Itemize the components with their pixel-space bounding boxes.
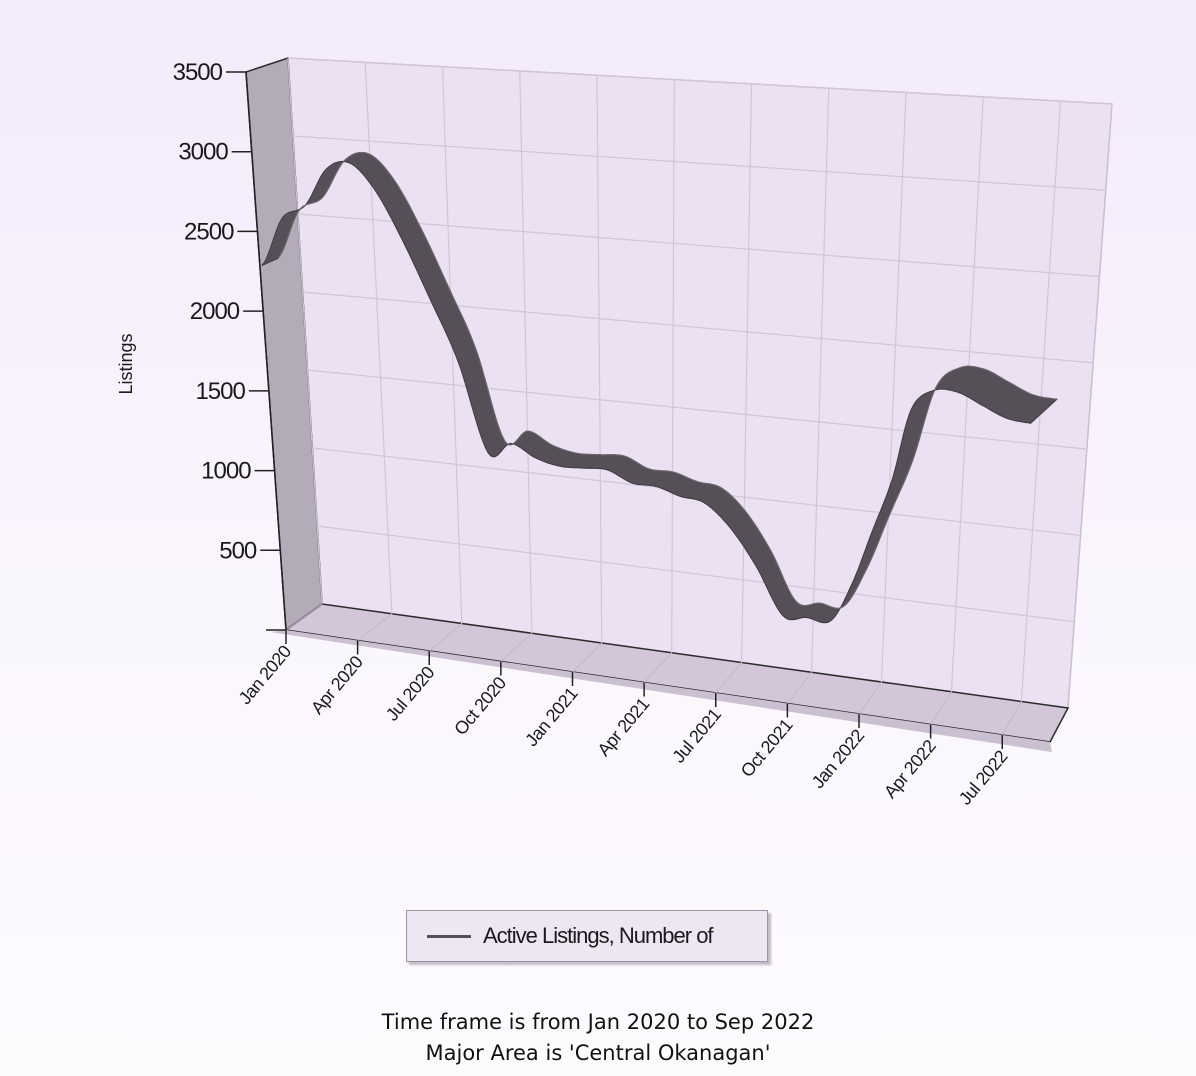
data-point — [567, 459, 570, 461]
y-axis: 500 1000 1500 2000 2500 3000 3500 — [173, 59, 287, 631]
data-point — [812, 609, 814, 611]
floor-grid-line — [930, 691, 952, 725]
data-point — [411, 234, 413, 236]
floor-grid-line — [572, 642, 603, 673]
x-tick-label: Jul 2021 — [668, 704, 725, 766]
data-point — [358, 157, 360, 159]
legend-label: Active Listings, Number of — [483, 923, 714, 948]
data-point — [836, 613, 838, 615]
grid-line-x — [287, 57, 323, 605]
data-point — [384, 184, 386, 186]
data-point — [334, 164, 336, 166]
y-tick-label: 500 — [219, 537, 257, 564]
data-point — [664, 478, 666, 480]
data-point — [762, 557, 765, 560]
grid-line-y — [292, 135, 1106, 191]
data-point — [712, 494, 714, 497]
x-tick-label: Jul 2020 — [382, 662, 439, 724]
data-point — [788, 608, 791, 610]
data-point — [615, 462, 617, 464]
floor-grid-line — [786, 671, 812, 704]
series-ribbon-top-edge — [277, 151, 1057, 610]
x-tick-label: Jul 2022 — [955, 746, 1012, 808]
floor-grid-line — [643, 652, 673, 683]
data-point — [858, 576, 860, 578]
y-tick-label: 2000 — [190, 298, 240, 325]
floor-grid-line — [285, 603, 323, 631]
y-tick-label: 3500 — [173, 59, 223, 86]
y-axis-title: Listings — [116, 333, 136, 394]
floor-grid-line — [715, 662, 743, 694]
data-point — [737, 519, 739, 521]
data-point — [495, 446, 497, 448]
data-point — [1019, 405, 1021, 408]
grid-line-x — [596, 75, 603, 644]
grid-line-y — [317, 525, 1075, 623]
data-point — [543, 451, 545, 453]
data-point — [269, 261, 271, 263]
data-point — [290, 213, 292, 215]
grid-line-y — [297, 213, 1100, 278]
data-point — [880, 522, 882, 525]
grid-line-x — [671, 79, 675, 653]
y-tick-label: 2500 — [184, 218, 234, 245]
x-tick-label: Apr 2022 — [880, 736, 940, 802]
x-tick-label: Jan 2022 — [808, 725, 869, 792]
data-point — [688, 488, 690, 490]
data-point — [946, 378, 948, 380]
data-point — [640, 475, 642, 477]
y-tick-label: 1000 — [201, 458, 251, 485]
data-point — [994, 393, 996, 395]
grid-line-x — [810, 88, 830, 673]
x-tick-label: Apr 2021 — [593, 694, 653, 760]
grid-line-x — [519, 70, 533, 634]
grid-line-y — [287, 57, 1113, 105]
data-point — [438, 292, 440, 295]
data-point — [970, 380, 972, 382]
grid-line-y — [307, 369, 1087, 450]
caption-area: Major Area is 'Central Okanagan' — [425, 1041, 771, 1065]
data-point — [313, 200, 315, 203]
floor-grid-line — [1001, 701, 1022, 736]
floor-edge — [270, 630, 1052, 752]
floor-grid-line — [858, 681, 882, 715]
grid-line-x — [741, 83, 753, 663]
y-tick-label: 1500 — [195, 378, 245, 405]
data-point — [519, 436, 521, 438]
data-point — [901, 469, 904, 471]
caption-timeframe: Time frame is from Jan 2020 to Sep 2022 — [381, 1010, 815, 1034]
x-tick-label: Jan 2021 — [521, 683, 582, 750]
x-tick-label: Apr 2020 — [307, 652, 367, 718]
floor-grid-line — [428, 623, 463, 652]
chart-series — [261, 151, 1059, 624]
chart-walls — [245, 56, 1113, 752]
grid-line-x — [880, 92, 907, 683]
data-point — [922, 398, 925, 400]
y-axis-line — [245, 71, 287, 631]
legend: Active Listings, Number of — [406, 910, 768, 962]
floor-grid-line — [357, 613, 393, 641]
data-point — [1043, 410, 1045, 412]
x-tick-label: Jan 2020 — [235, 641, 296, 708]
x-tick-label: Oct 2021 — [737, 715, 797, 781]
floor-grid-line — [500, 632, 533, 662]
data-point — [466, 355, 468, 357]
data-point — [591, 460, 593, 463]
legend-swatch — [427, 934, 471, 938]
x-tick-label: Oct 2020 — [450, 673, 510, 739]
y-tick-label: 3000 — [178, 139, 228, 166]
